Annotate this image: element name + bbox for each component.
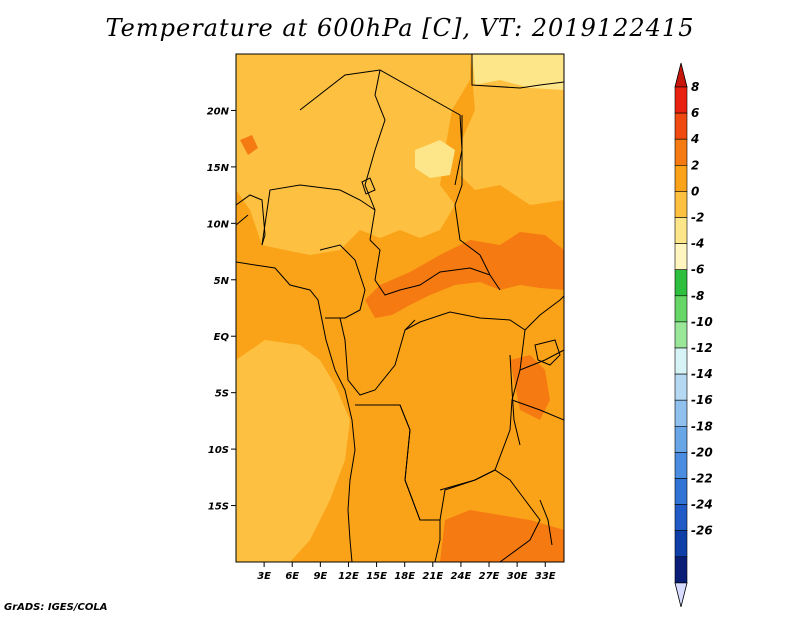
field-light-ne: [460, 54, 564, 205]
map-title: Temperature at 600hPa [C], VT: 201912241…: [105, 14, 695, 42]
colorbar-swatch: [674, 399, 688, 427]
lat-tick-label: 10N: [207, 219, 230, 230]
lat-tick-label: 5S: [215, 389, 229, 400]
lon-tick-label: 33E: [535, 571, 556, 582]
colorbar-swatch: [674, 165, 688, 192]
lat-tick-label: 5N: [214, 276, 230, 287]
border-nigeria: [261, 184, 376, 246]
border-congo: [339, 317, 416, 396]
colorbar-swatch: [674, 217, 688, 244]
lat-tick-label: 15N: [207, 163, 230, 174]
longitude-axis: 3E 6E 9E 12E 15E 18E 21E 24E 27E 30E 33E: [257, 562, 556, 582]
field-warm-band: [365, 232, 564, 318]
colorbar-label: -4: [691, 237, 704, 251]
lake-tanganyika: [509, 354, 521, 446]
lon-tick-label: 18E: [394, 571, 415, 582]
latitude-axis: 20N 15N 10N 5N EQ 5S 10S 15S: [207, 106, 236, 513]
field-light-north: [236, 54, 470, 255]
colorbar-label: -2: [691, 211, 704, 225]
border-cameroon: [319, 244, 366, 319]
border-east: [511, 295, 564, 421]
colorbar-swatch: [674, 269, 688, 297]
lon-tick-label: 9E: [313, 571, 327, 582]
colorbar-label: 4: [690, 132, 699, 146]
colorbar-swatch: [674, 138, 688, 166]
lat-tick-label: EQ: [214, 332, 230, 343]
colorbar-label: -14: [691, 367, 713, 381]
colorbar-swatch: [674, 191, 688, 218]
border-zambia: [439, 469, 541, 562]
colorbar-label: 8: [691, 80, 699, 94]
lat-tick-label: 15S: [208, 502, 229, 513]
border-angola: [355, 404, 441, 562]
colorbar-swatch: [674, 478, 688, 505]
field-light-west: [236, 340, 350, 562]
colorbar-label: 0: [691, 184, 699, 198]
temperature-field: [236, 54, 564, 562]
lat-tick-label: 20N: [207, 106, 230, 117]
field-pale-sahel: [415, 140, 455, 178]
lon-tick-label: 24E: [451, 571, 472, 582]
colorbar-swatch: [674, 243, 688, 271]
lon-tick-label: 12E: [338, 571, 359, 582]
colorbar-label: -22: [691, 472, 713, 486]
colorbar-swatch: [674, 373, 688, 401]
lon-tick-label: 27E: [479, 571, 500, 582]
colorbar-legend: 8 6 4 2 0 -2 -4 -6 -8 -10 -12 -14 -16 -18 -20 -22 -24 -26: [674, 62, 713, 607]
colorbar-swatch: [674, 295, 688, 323]
lake-victoria: [534, 339, 561, 366]
colorbar-swatch: [674, 347, 688, 375]
lon-tick-label: 21E: [422, 571, 443, 582]
lake-malawi: [539, 499, 553, 546]
colorbar-label: -24: [691, 498, 713, 512]
colorbar-label: -26: [691, 524, 713, 538]
colorbar-swatch: [674, 112, 688, 140]
field-pale-ne: [472, 54, 564, 90]
field-warm-south: [440, 510, 564, 562]
colorbar-swatch: [674, 425, 688, 453]
colorbar-swatch: [674, 504, 688, 532]
colorbar-label: -10: [691, 315, 713, 329]
colorbar-label: -6: [691, 263, 704, 277]
colorbar-over-arrow: [674, 62, 688, 88]
border-car: [369, 239, 491, 296]
border-libya-chad: [299, 69, 463, 186]
colorbar-label: -16: [691, 393, 713, 407]
colorbar-label: 6: [691, 106, 699, 120]
colorbar-swatch: [674, 452, 688, 479]
lon-tick-label: 6E: [285, 571, 299, 582]
coastline-east: [471, 54, 564, 89]
colorbar-swatch: [674, 530, 688, 558]
map-frame: [235, 53, 565, 563]
border-west-small: [236, 194, 266, 246]
colorbar-label: 2: [691, 158, 699, 172]
colorbar-label: -12: [691, 341, 713, 355]
coastline-west: [236, 261, 356, 562]
lon-tick-label: 30E: [507, 571, 528, 582]
lon-tick-label: 15E: [366, 571, 387, 582]
lon-tick-label: 3E: [257, 571, 271, 582]
colorbar-swatch: [674, 556, 688, 584]
colorbar-label: -8: [691, 289, 704, 303]
colorbar-swatch: [674, 321, 688, 349]
credit-text: GrADS: IGES/COLA: [4, 602, 108, 613]
colorbar-label: -20: [691, 445, 713, 459]
field-warm-nw: [240, 135, 258, 155]
country-borders: [236, 54, 564, 562]
lat-tick-label: 10S: [208, 445, 229, 456]
colorbar-under-arrow: [674, 582, 688, 607]
lake-chad: [361, 177, 376, 195]
colorbar-label: -18: [691, 419, 713, 433]
colorbar-swatch: [674, 86, 688, 114]
